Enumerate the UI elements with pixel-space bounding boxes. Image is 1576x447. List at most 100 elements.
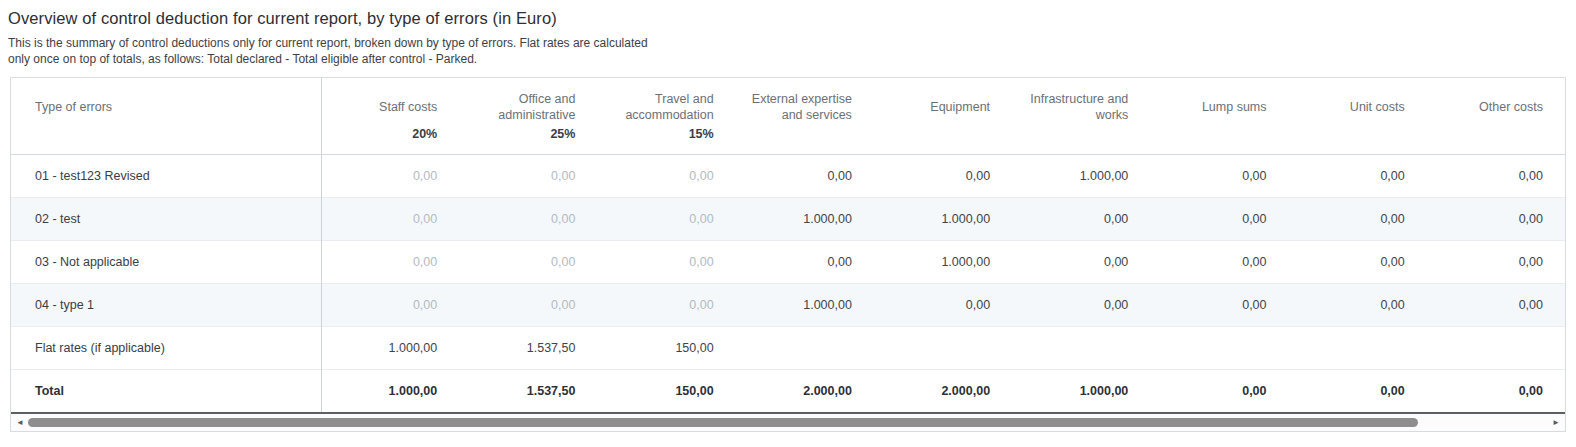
- cell-value: 0,00: [1289, 155, 1427, 198]
- cell-value: 1.000,00: [736, 284, 874, 327]
- row-label: 02 - test: [11, 198, 321, 241]
- cell-value: 0,00: [1012, 198, 1150, 241]
- cell-value: 0,00: [459, 241, 597, 284]
- table-row: Flat rates (if applicable)1.000,001.537,…: [11, 327, 1565, 370]
- table-row: 01 - test123 Revised0,000,000,000,000,00…: [11, 155, 1565, 198]
- header-row: Type of errorsStaff costsOffice and admi…: [11, 78, 1565, 126]
- table-body: 01 - test123 Revised0,000,000,000,000,00…: [11, 155, 1565, 413]
- column-header: Office and administrative: [459, 78, 597, 126]
- cell-value: 0,00: [1150, 198, 1288, 241]
- table-row: 03 - Not applicable0,000,000,000,001.000…: [11, 241, 1565, 284]
- row-label: 01 - test123 Revised: [11, 155, 321, 198]
- cell-value: 0,00: [1150, 284, 1288, 327]
- cell-value: 0,00: [1427, 198, 1565, 241]
- column-header: Infrastructure and works: [1012, 78, 1150, 126]
- cell-value: 0,00: [1150, 241, 1288, 284]
- cell-value: 0,00: [1427, 241, 1565, 284]
- table-header: Type of errorsStaff costsOffice and admi…: [11, 78, 1565, 155]
- cell-value: [1012, 327, 1150, 370]
- control-deduction-table: Type of errorsStaff costsOffice and admi…: [11, 78, 1565, 414]
- cell-value: 0,00: [874, 155, 1012, 198]
- row-label: 04 - type 1: [11, 284, 321, 327]
- cell-value: 1.000,00: [1012, 155, 1150, 198]
- scrollbar-thumb[interactable]: [28, 418, 1418, 427]
- cell-value: 0,00: [1289, 370, 1427, 413]
- cell-value: [1427, 327, 1565, 370]
- flat-rate-percentage: [874, 126, 1012, 155]
- horizontal-scrollbar[interactable]: ◄ ►: [11, 414, 1565, 431]
- cell-value: 1.000,00: [736, 198, 874, 241]
- column-header: Staff costs: [321, 78, 459, 126]
- cell-value: 0,00: [459, 284, 597, 327]
- page-subtitle: This is the summary of control deduction…: [8, 35, 1566, 67]
- scrollbar-right-arrow-icon[interactable]: ►: [1548, 414, 1564, 431]
- table-row: Total1.000,001.537,50150,002.000,002.000…: [11, 370, 1565, 413]
- cell-value: 0,00: [321, 284, 459, 327]
- cell-value: 0,00: [736, 155, 874, 198]
- cell-value: 0,00: [459, 155, 597, 198]
- cell-value: 0,00: [1150, 370, 1288, 413]
- row-label: Flat rates (if applicable): [11, 327, 321, 370]
- flat-rate-percentage: [736, 126, 874, 155]
- cell-value: 0,00: [1289, 284, 1427, 327]
- page-subtitle-line2: only once on top of totals, as follows: …: [8, 51, 1566, 67]
- column-header: Travel and accommodation: [597, 78, 735, 126]
- cell-value: 1.000,00: [874, 241, 1012, 284]
- flat-rate-percentage: [11, 126, 321, 155]
- cell-value: 1.537,50: [459, 370, 597, 413]
- column-header: Other costs: [1427, 78, 1565, 126]
- cell-value: 2.000,00: [874, 370, 1012, 413]
- cell-value: [1289, 327, 1427, 370]
- cell-value: 1.000,00: [321, 327, 459, 370]
- cell-value: 0,00: [597, 284, 735, 327]
- cell-value: 0,00: [1427, 370, 1565, 413]
- cell-value: 0,00: [1150, 155, 1288, 198]
- cell-value: 1.000,00: [874, 198, 1012, 241]
- table-row: 02 - test0,000,000,001.000,001.000,000,0…: [11, 198, 1565, 241]
- cell-value: [1150, 327, 1288, 370]
- column-header: Lump sums: [1150, 78, 1288, 126]
- flat-rate-percentage: [1289, 126, 1427, 155]
- column-header: Equipment: [874, 78, 1012, 126]
- page-subtitle-line1: This is the summary of control deduction…: [8, 35, 1566, 51]
- flat-rate-percentage: 20%: [321, 126, 459, 155]
- cell-value: 0,00: [874, 284, 1012, 327]
- flat-rate-percentage: [1427, 126, 1565, 155]
- cell-value: 0,00: [1289, 241, 1427, 284]
- cell-value: 0,00: [736, 241, 874, 284]
- flat-rate-percentage: 15%: [597, 126, 735, 155]
- cell-value: 0,00: [1289, 198, 1427, 241]
- cell-value: 0,00: [597, 155, 735, 198]
- cell-value: 0,00: [459, 198, 597, 241]
- cell-value: 1.537,50: [459, 327, 597, 370]
- cell-value: 0,00: [1012, 241, 1150, 284]
- table-row: 04 - type 10,000,000,001.000,000,000,000…: [11, 284, 1565, 327]
- cell-value: [736, 327, 874, 370]
- row-label: 03 - Not applicable: [11, 241, 321, 284]
- cell-value: 0,00: [321, 241, 459, 284]
- cell-value: 0,00: [321, 198, 459, 241]
- column-header: Unit costs: [1289, 78, 1427, 126]
- flat-rate-percentage: 25%: [459, 126, 597, 155]
- flat-rate-percentage: [1012, 126, 1150, 155]
- cell-value: 1.000,00: [321, 370, 459, 413]
- column-header-type-of-errors: Type of errors: [11, 78, 321, 126]
- cell-value: 0,00: [321, 155, 459, 198]
- control-deduction-page: Overview of control deduction for curren…: [0, 0, 1576, 447]
- cell-value: 0,00: [1012, 284, 1150, 327]
- flat-rate-percentage-row: 20%25%15%: [11, 126, 1565, 155]
- table-container: Type of errorsStaff costsOffice and admi…: [10, 77, 1566, 432]
- cell-value: 0,00: [597, 241, 735, 284]
- row-label: Total: [11, 370, 321, 413]
- cell-value: 0,00: [1427, 284, 1565, 327]
- cell-value: 2.000,00: [736, 370, 874, 413]
- scrollbar-left-arrow-icon[interactable]: ◄: [12, 414, 28, 431]
- flat-rate-percentage: [1150, 126, 1288, 155]
- cell-value: 0,00: [597, 198, 735, 241]
- page-title: Overview of control deduction for curren…: [8, 9, 1566, 28]
- cell-value: 150,00: [597, 327, 735, 370]
- column-header: External expertise and services: [736, 78, 874, 126]
- cell-value: 150,00: [597, 370, 735, 413]
- cell-value: 1.000,00: [1012, 370, 1150, 413]
- cell-value: [874, 327, 1012, 370]
